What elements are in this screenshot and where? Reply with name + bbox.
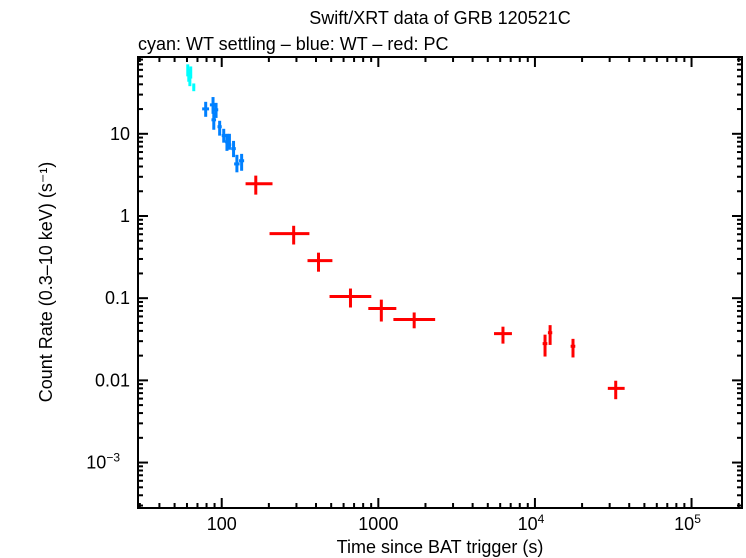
x-tick-labels: 100 1000 104 105	[207, 512, 702, 534]
data-point	[307, 252, 333, 272]
data-point	[245, 175, 273, 195]
data-point	[607, 380, 625, 400]
data-point	[213, 102, 219, 118]
data-point	[542, 334, 548, 357]
y-tick-label: 0.01	[95, 370, 130, 390]
data-point	[227, 133, 232, 150]
data-point	[217, 120, 222, 136]
plot-frame	[137, 56, 743, 509]
y-tick-label: 10	[110, 124, 130, 144]
y-tick-label: 1	[120, 206, 130, 226]
x-tick-label: 1000	[358, 514, 398, 534]
data-point	[234, 154, 240, 173]
chart-subtitle: cyan: WT settling – blue: WT – red: PC	[138, 34, 448, 54]
data-point	[393, 312, 436, 329]
data-point	[239, 153, 245, 171]
y-tick-label: 10−3	[86, 451, 120, 473]
y-tick-labels: 10 1 0.1 0.01 10−3	[86, 124, 130, 473]
x-axis-label: Time since BAT trigger (s)	[337, 537, 544, 557]
data-point	[202, 101, 210, 117]
y-axis-label: Count Rate (0.3–10 keV) (s⁻¹)	[36, 162, 56, 403]
x-tick-label: 105	[674, 512, 701, 534]
data-point	[494, 326, 512, 344]
data-point	[269, 225, 310, 245]
data-point	[192, 83, 196, 92]
axis-ticks	[138, 57, 742, 508]
data-point	[329, 288, 372, 308]
chart-title: Swift/XRT data of GRB 120521C	[309, 8, 570, 28]
data-points	[186, 64, 625, 400]
y-tick-label: 0.1	[105, 288, 130, 308]
data-point	[368, 299, 397, 322]
data-point	[547, 325, 553, 345]
data-point	[221, 128, 226, 143]
data-point	[570, 338, 576, 358]
x-tick-label: 100	[207, 514, 237, 534]
data-point	[231, 140, 236, 158]
data-point	[189, 66, 193, 79]
x-tick-label: 104	[518, 512, 545, 534]
data-point	[211, 112, 217, 130]
